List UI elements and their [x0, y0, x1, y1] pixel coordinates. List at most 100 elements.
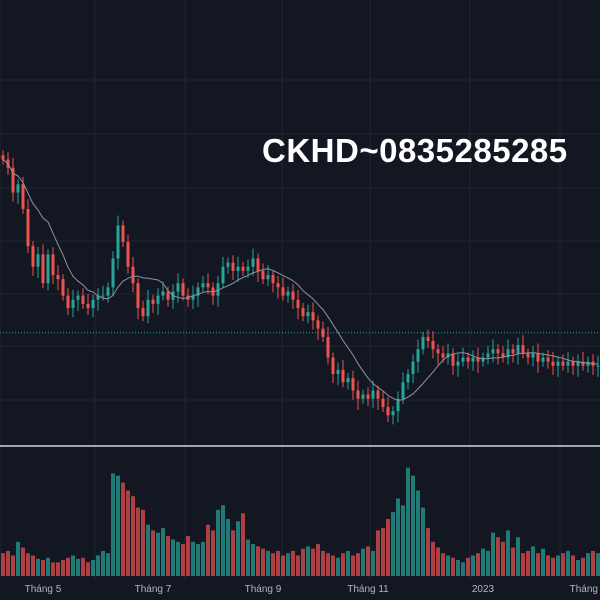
- volume-bar-1: [6, 550, 10, 576]
- candle-body-99: [496, 349, 500, 354]
- volume-bar-71: [356, 553, 360, 576]
- volume-bar-77: [386, 519, 390, 576]
- volume-bar-29: [146, 524, 150, 576]
- candle-body-30: [151, 299, 155, 304]
- volume-bar-45: [226, 519, 230, 576]
- volume-bar-20: [101, 550, 105, 576]
- candle-body-56: [281, 287, 285, 296]
- candle-body-11: [56, 275, 60, 280]
- candle-body-68: [341, 369, 345, 383]
- candle-body-27: [136, 283, 140, 308]
- volume-bar-91: [456, 560, 460, 576]
- volume-bar-38: [191, 541, 195, 576]
- candle-body-39: [196, 287, 200, 296]
- volume-bar-85: [426, 528, 430, 576]
- volume-bar-33: [166, 536, 170, 576]
- candle-body-97: [486, 353, 490, 358]
- volume-bar-31: [156, 532, 160, 576]
- candle-body-82: [411, 361, 415, 374]
- candle-body-95: [476, 357, 480, 362]
- volume-bar-23: [116, 475, 120, 576]
- candle-body-46: [231, 262, 235, 271]
- candle-body-57: [286, 291, 290, 296]
- candle-body-86: [431, 341, 435, 350]
- volume-bar-18: [91, 560, 95, 576]
- volume-bar-75: [376, 530, 380, 576]
- candle-body-78: [391, 411, 395, 416]
- candle-body-108: [541, 357, 545, 362]
- candle-body-15: [76, 295, 80, 300]
- candle-body-84: [421, 336, 425, 350]
- volume-bar-30: [151, 530, 155, 576]
- volume-bar-57: [286, 553, 290, 576]
- volume-bar-42: [211, 530, 215, 576]
- volume-bar-13: [66, 557, 70, 576]
- volume-bar-27: [136, 507, 140, 576]
- candle-body-28: [141, 308, 145, 317]
- candle-body-31: [156, 295, 160, 304]
- candle-body-88: [441, 353, 445, 358]
- volume-bar-73: [366, 546, 370, 576]
- candle-body-53: [266, 275, 270, 280]
- candle-body-19: [96, 295, 100, 300]
- volume-bar-94: [471, 555, 475, 576]
- volume-bar-44: [221, 505, 225, 576]
- candle-body-98: [491, 349, 495, 354]
- volume-bar-102: [511, 547, 515, 576]
- volume-bar-22: [111, 473, 115, 576]
- volume-bar-6: [31, 555, 35, 576]
- volume-bar-65: [326, 553, 330, 576]
- candle-body-44: [221, 266, 225, 284]
- candle-body-79: [396, 398, 400, 412]
- volume-bar-64: [321, 550, 325, 576]
- candle-body-116: [581, 361, 585, 366]
- volume-bar-36: [181, 544, 185, 576]
- candle-body-6: [31, 246, 35, 267]
- candle-body-117: [586, 361, 590, 366]
- volume-bar-60: [301, 548, 305, 576]
- candle-body-103: [516, 345, 520, 354]
- candle-body-24: [121, 225, 125, 242]
- volume-bar-35: [176, 541, 180, 576]
- volume-bar-37: [186, 536, 190, 576]
- volume-bar-76: [381, 528, 385, 576]
- volume-bar-47: [236, 521, 240, 576]
- volume-bar-72: [361, 548, 365, 576]
- volume-bar-97: [486, 550, 490, 576]
- candle-body-0: [1, 155, 5, 160]
- volume-bar-59: [296, 555, 300, 576]
- volume-bar-2: [11, 555, 15, 576]
- candle-body-100: [501, 353, 505, 358]
- volume-bar-0: [1, 553, 5, 576]
- volume-bar-4: [21, 547, 25, 576]
- candle-body-14: [71, 299, 75, 308]
- volume-bar-15: [76, 558, 80, 576]
- candle-body-59: [296, 299, 300, 308]
- volume-bar-88: [441, 553, 445, 576]
- candle-body-67: [336, 369, 340, 374]
- volume-bar-21: [106, 553, 110, 576]
- volume-bar-19: [96, 555, 100, 576]
- candle-body-23: [116, 225, 120, 259]
- volume-bar-89: [446, 555, 450, 576]
- volume-bar-52: [261, 548, 265, 576]
- candle-body-7: [36, 254, 40, 267]
- watermark-text: CKHD~0835285285: [262, 132, 568, 169]
- volume-bar-92: [461, 562, 465, 576]
- candle-body-92: [461, 357, 465, 362]
- volume-bar-25: [126, 490, 130, 576]
- candle-body-13: [66, 295, 70, 308]
- candle-body-87: [436, 349, 440, 354]
- candle-body-64: [321, 328, 325, 337]
- candle-body-69: [346, 378, 350, 383]
- volume-bar-95: [476, 553, 480, 576]
- volume-bar-67: [336, 557, 340, 576]
- candle-body-51: [256, 258, 260, 271]
- candle-body-66: [331, 357, 335, 374]
- volume-bar-49: [246, 539, 250, 576]
- candle-body-90: [451, 353, 455, 366]
- candle-body-77: [386, 407, 390, 416]
- candle-body-85: [426, 336, 430, 341]
